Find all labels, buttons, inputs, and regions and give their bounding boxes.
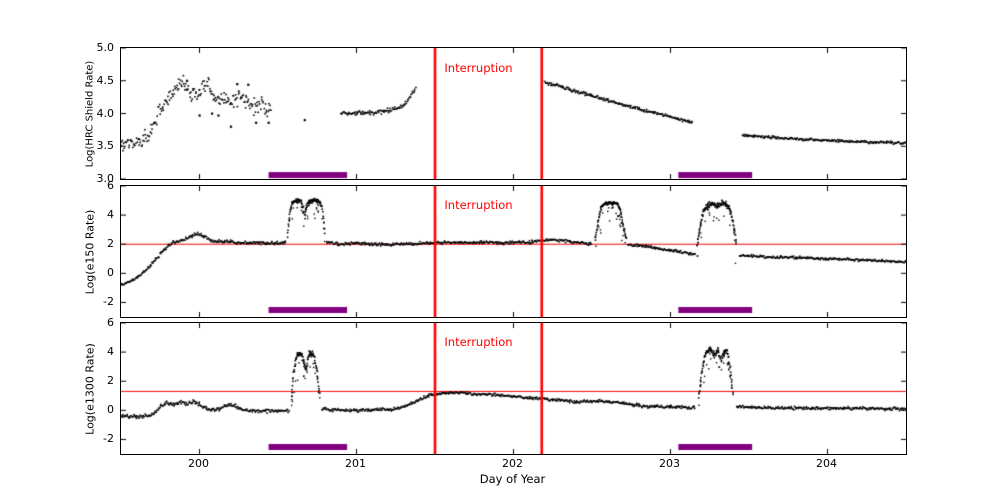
plot-canvas-e1300 [121,323,906,454]
y-tick-labels-e150: -2 0 2 4 6 [0,179,114,318]
y-tick-label: 3.5 [96,139,115,153]
x-tick-label: 200 [188,457,209,470]
y-tick-label: 5.0 [96,41,115,54]
plot-area-e1300: Interruption [120,322,907,455]
plot-area-e150: Interruption [120,185,907,318]
y-tick-label: 2 [107,374,114,388]
panel-e1300-rate: Log(e1300 Rate) -2 0 2 4 6 Interruption [0,316,1000,455]
y-tick-label: 0 [107,403,114,417]
y-tick-label: 4 [107,345,114,359]
plot-canvas-e150 [121,186,906,317]
y-tick-label: -2 [103,432,114,446]
x-tick-label: 204 [816,457,837,470]
y-tick-label: 4 [107,208,114,222]
plot-canvas-hrc-shield [121,48,906,179]
y-tick-label: 4.0 [96,106,115,120]
x-tick-labels: 200 201 202 203 204 [0,457,1000,471]
x-tick-label: 202 [502,457,523,470]
x-tick-label: 201 [345,457,366,470]
panel-hrc-shield-rate: Log(HRC Shield Rate) 3.0 3.5 4.0 4.5 5.0 Int… [0,41,1000,185]
y-tick-label: 6 [107,316,114,329]
y-tick-label: 4.5 [96,73,115,87]
y-tick-label: 6 [107,179,114,192]
x-axis-label: Day of Year [479,472,546,486]
panel-e150-rate: Log(e150 Rate) -2 0 2 4 6 Interruption [0,179,1000,318]
interruption-label: Interruption [444,197,513,212]
y-tick-label: -2 [103,295,114,309]
y-tick-labels-hrc-shield: 3.0 3.5 4.0 4.5 5.0 [0,41,115,185]
y-tick-label: 0 [107,266,114,280]
interruption-label: Interruption [444,60,513,75]
interruption-label: Interruption [444,334,513,349]
plot-area-hrc-shield: Interruption [120,47,907,180]
y-tick-labels-e1300: -2 0 2 4 6 [0,316,114,455]
y-tick-label: 2 [107,237,114,251]
y-tick-label: 3.0 [96,172,115,185]
x-tick-label: 203 [659,457,680,470]
